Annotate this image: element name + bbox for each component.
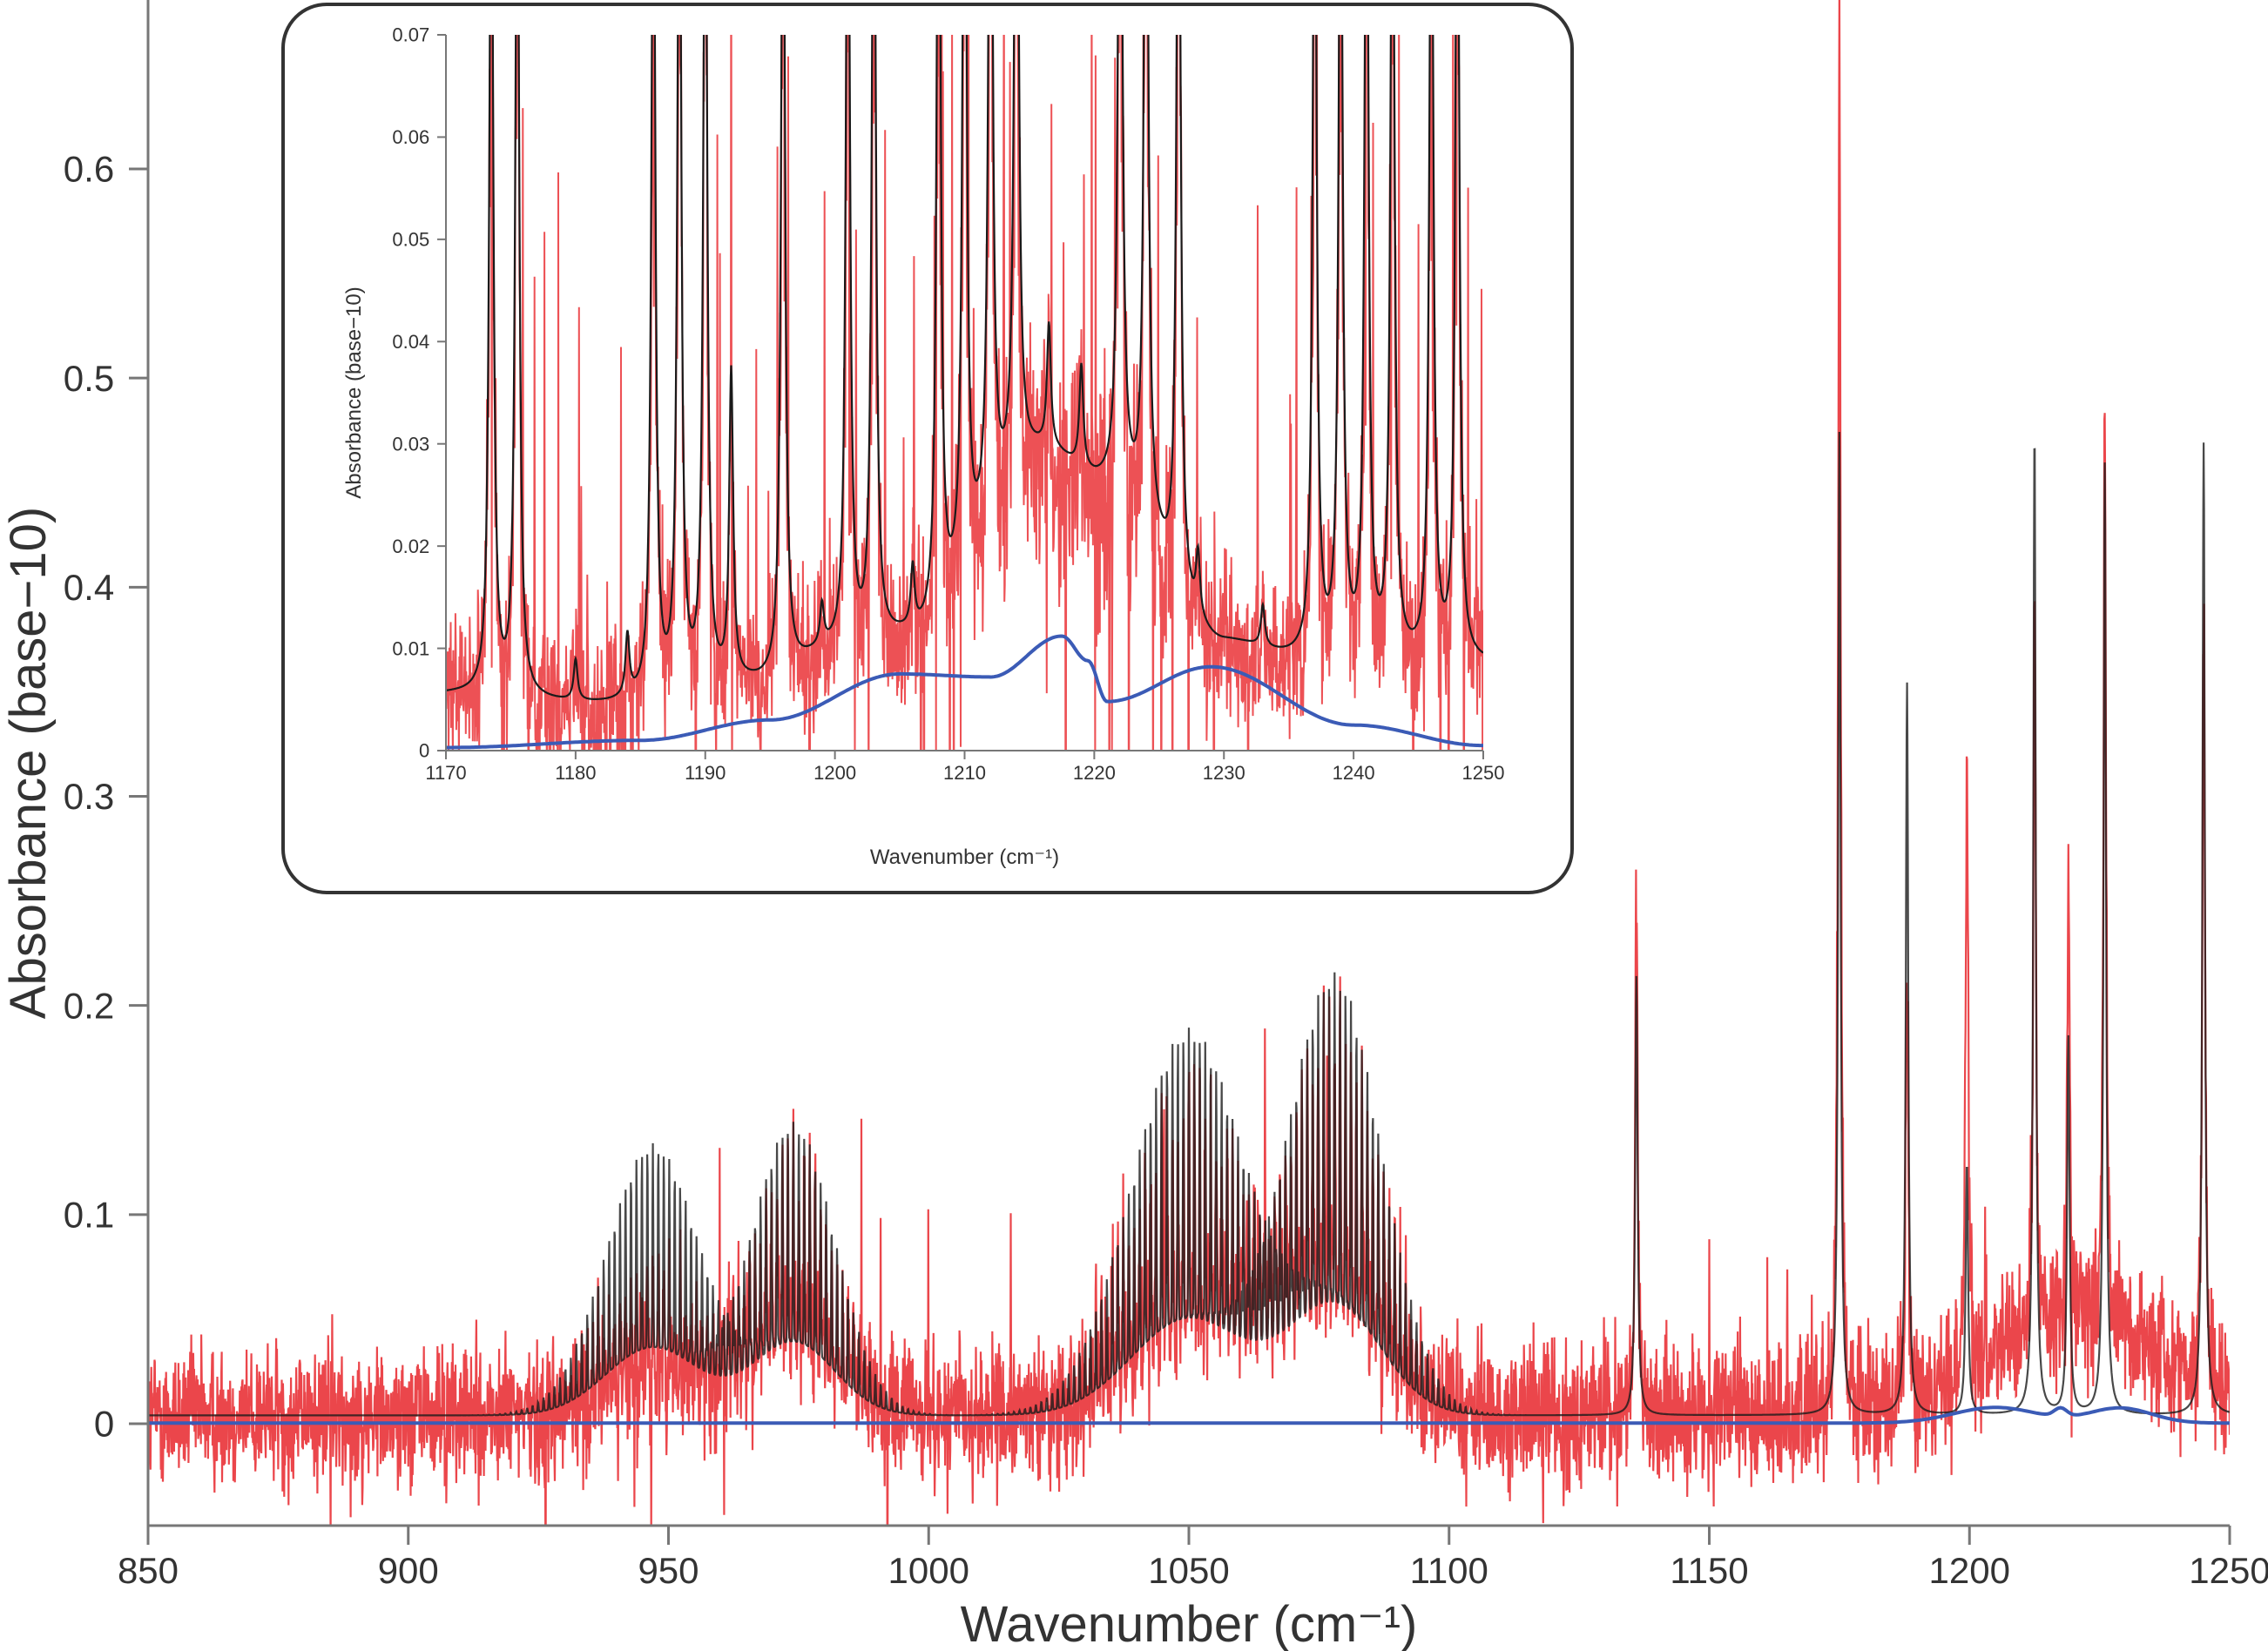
y-tick-label: 0 — [419, 740, 429, 762]
x-tick-label: 1180 — [555, 762, 596, 784]
y-tick-label: 0.02 — [392, 536, 429, 557]
x-tick-label: 850 — [118, 1550, 179, 1591]
inset-frame — [281, 3, 1574, 894]
x-tick-label: 1200 — [1929, 1550, 2010, 1591]
inset-series-model-line — [446, 35, 1483, 700]
x-tick-label: 1250 — [2189, 1550, 2268, 1591]
y-tick-label: 0.5 — [64, 358, 114, 399]
y-tick-label: 0.05 — [392, 229, 429, 251]
series-blue-line — [148, 1405, 2230, 1425]
y-tick-label: 0.2 — [64, 985, 114, 1026]
x-tick-label: 1170 — [425, 762, 466, 784]
y-tick-label: 0.6 — [64, 149, 114, 190]
x-tick-label: 1240 — [1333, 762, 1375, 784]
x-tick-label: 1230 — [1203, 762, 1245, 784]
x-tick-label: 950 — [638, 1550, 699, 1591]
x-tick-label: 1250 — [1462, 762, 1505, 784]
x-tick-label: 1050 — [1148, 1550, 1229, 1591]
x-tick-label: 1200 — [813, 762, 856, 784]
x-tick-label: 1190 — [685, 762, 726, 784]
y-axis-title: Absorbance (base−10) — [0, 507, 57, 1019]
y-tick-label: 0.3 — [64, 776, 114, 817]
y-tick-label: 0.01 — [392, 637, 429, 659]
x-axis-title: Wavenumber (cm⁻¹) — [870, 846, 1059, 869]
y-tick-label: 0.06 — [392, 126, 429, 148]
y-tick-label: 0.04 — [392, 331, 429, 353]
y-tick-label: 0.03 — [392, 433, 429, 455]
inset-plot: 1170 1180 1190 1200 1210 1220 1230 1240 1250 0 0.0… — [281, 3, 1574, 894]
y-tick-label: 0.07 — [392, 24, 429, 46]
x-tick-label: 1220 — [1073, 762, 1116, 784]
x-tick-label: 1100 — [1410, 1550, 1488, 1591]
inset-series-observed-line — [446, 35, 1483, 751]
y-axis-title: Absorbance (base−10) — [342, 286, 366, 499]
x-tick-label: 1000 — [888, 1550, 969, 1591]
x-tick-label: 1150 — [1670, 1550, 1748, 1591]
y-tick-label: 0 — [94, 1404, 114, 1445]
y-tick-label: 0.1 — [64, 1195, 114, 1236]
inset-series-blue-line — [446, 634, 1483, 750]
x-tick-label: 900 — [378, 1550, 439, 1591]
x-tick-label: 1210 — [943, 762, 986, 784]
series-model-line — [148, 431, 2230, 1417]
x-axis-title: Wavenumber (cm⁻¹) — [961, 1596, 1418, 1651]
y-tick-label: 0.4 — [64, 567, 114, 608]
